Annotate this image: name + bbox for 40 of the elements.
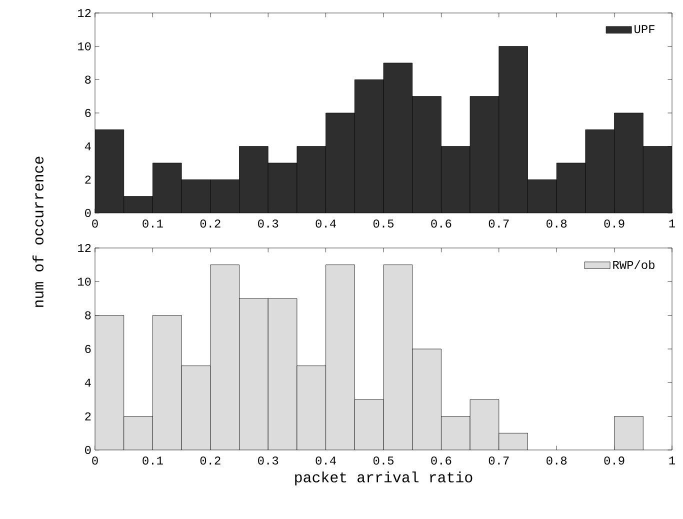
x-tick-label: 0.4 bbox=[316, 220, 336, 228]
x-axis-title: packet arrival ratio bbox=[295, 471, 472, 486]
x-tick-label: 0.3 bbox=[258, 220, 278, 228]
y-tick-label: 12 bbox=[78, 8, 91, 17]
y-tick-label: 2 bbox=[85, 412, 91, 420]
x-tick-label: 0.7 bbox=[488, 456, 509, 465]
y-tick-label: 4 bbox=[84, 142, 91, 150]
x-tick-label: 0.2 bbox=[200, 220, 220, 228]
x-tick-label: 0.5 bbox=[373, 220, 394, 228]
x-tick-label: 0.9 bbox=[604, 456, 624, 465]
y-tick-label: 8 bbox=[85, 76, 91, 84]
y-tick-label: 6 bbox=[85, 344, 91, 354]
x-tick-label: 0.9 bbox=[604, 220, 624, 228]
x-tick-label: 0.8 bbox=[546, 456, 567, 465]
legend-label: UPF bbox=[634, 25, 654, 34]
x-tick-label: 0 bbox=[92, 220, 98, 228]
x-tick-label: 0.1 bbox=[142, 456, 163, 465]
x-tick-label: 0 bbox=[92, 456, 98, 465]
x-tick-label: 0.6 bbox=[431, 456, 452, 465]
x-tick-label: 1 bbox=[669, 456, 676, 464]
y-axis-title: num of occurrence bbox=[32, 156, 44, 307]
x-tick-label: 0.3 bbox=[258, 456, 278, 465]
y-tick-label: 8 bbox=[85, 311, 91, 320]
y-tick-label: 12 bbox=[78, 244, 91, 252]
x-tick-label: 0.8 bbox=[546, 220, 567, 228]
y-tick-label: 0 bbox=[85, 446, 91, 454]
x-tick-label: 1 bbox=[669, 220, 676, 228]
y-tick-label: 10 bbox=[78, 42, 91, 50]
x-tick-label: 0.1 bbox=[142, 220, 163, 228]
y-tick-label: 2 bbox=[85, 176, 91, 184]
legend-label: RWP/ob bbox=[613, 260, 654, 270]
x-tick-label: 0.5 bbox=[373, 456, 394, 465]
y-tick-label: 0 bbox=[85, 208, 91, 218]
x-tick-label: 0.6 bbox=[431, 220, 452, 228]
x-tick-label: 0.7 bbox=[488, 220, 509, 228]
x-tick-label: 0.2 bbox=[200, 456, 220, 465]
x-tick-label: 0.4 bbox=[316, 456, 336, 465]
y-tick-label: 4 bbox=[84, 378, 91, 387]
y-tick-label: 6 bbox=[85, 108, 91, 118]
y-tick-label: 10 bbox=[78, 278, 91, 286]
